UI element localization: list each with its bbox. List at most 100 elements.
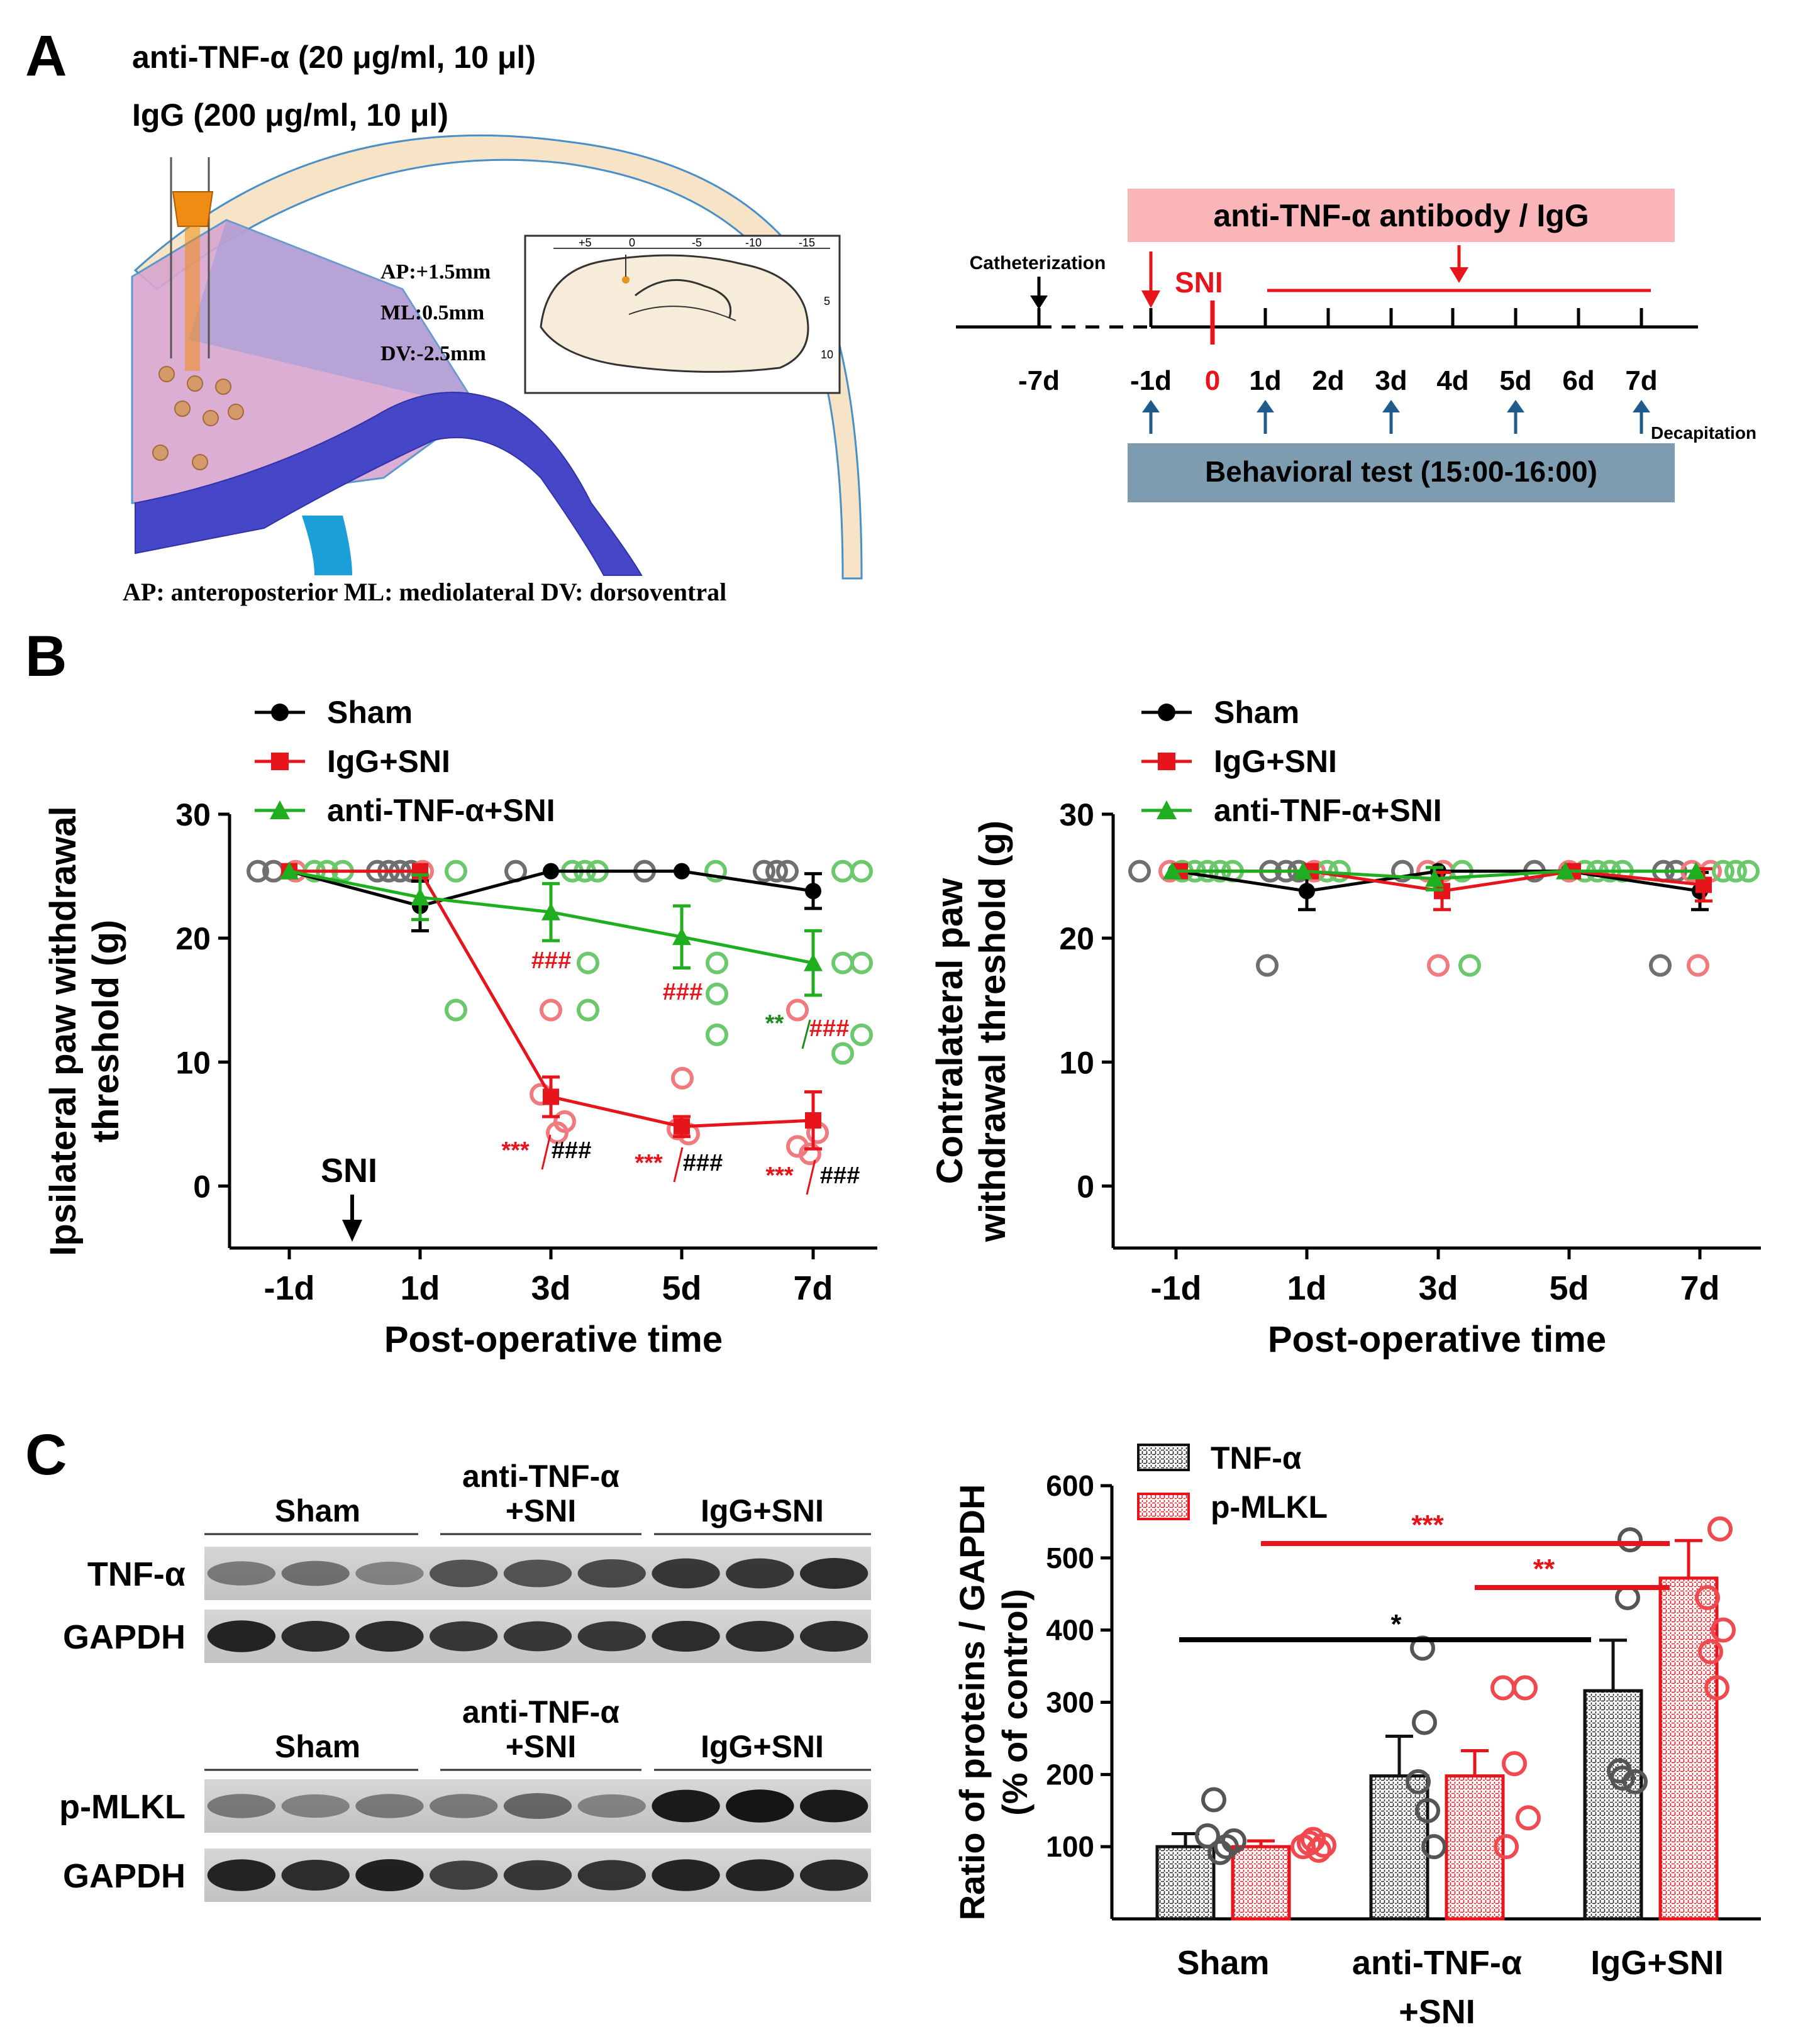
individual-data-point [1391, 859, 1414, 883]
blot-band [281, 1794, 350, 1818]
ap-coordinate: AP:+1.5mm [380, 260, 491, 284]
timeline-day-label: 5d [1499, 365, 1531, 396]
series-marker [805, 883, 821, 900]
blot-band [503, 1559, 572, 1588]
series-marker [805, 1112, 821, 1129]
individual-data-point [553, 1110, 576, 1133]
series-marker [411, 888, 430, 906]
legend-swatch [1137, 1493, 1190, 1520]
y-axis-label: Ratio of proteins / GAPDH [952, 1484, 992, 1921]
y-tick-label: 0 [193, 1169, 211, 1204]
blot-band [430, 1559, 498, 1588]
x-tick-label: IgG+SNI [1590, 1944, 1724, 1982]
blot-band [355, 1620, 424, 1652]
blot-band [577, 1860, 646, 1891]
blot-band [652, 1859, 720, 1891]
brain-diagram [131, 134, 863, 580]
timeline-day-label: 4d [1436, 365, 1468, 396]
individual-data-point [445, 998, 467, 1022]
blot-group-label: +SNI [506, 1493, 577, 1528]
blot-band [652, 1620, 720, 1652]
individual-data-point [704, 859, 727, 883]
blot-band [652, 1789, 720, 1823]
y-tick-label: 500 [1046, 1542, 1094, 1574]
behavior-box-label: Behavioral test (15:00-16:00) [1205, 455, 1597, 488]
significance-label: ### [531, 947, 571, 974]
behavior-box [1128, 443, 1675, 502]
blot-band [430, 1621, 498, 1652]
timeline-day-label: 2d [1312, 365, 1344, 396]
behavior-test-arrowhead [1257, 400, 1274, 412]
x-tick-label: +SNI [1399, 1993, 1475, 2031]
blot-group-label: anti-TNF-α [462, 1694, 619, 1730]
panel-label-c: C [25, 1423, 67, 1487]
chart-contralateral: 30 20 10 0 -1d 1d 3d 5d 7d Post-operative time Con… [930, 797, 1761, 1360]
y-tick-label: 100 [1046, 1830, 1094, 1863]
blot-row-label: GAPDH [63, 1618, 186, 1656]
inset-tick: -15 [799, 236, 815, 249]
panel-label-a: A [25, 24, 67, 88]
legend-left: Sham IgG+SNI anti-TNF-α+SNI [255, 695, 555, 828]
significance-label: *** [765, 1163, 794, 1189]
individual-data-point [1427, 954, 1450, 977]
blot-band [355, 1561, 424, 1586]
significance-label: ** [764, 1010, 784, 1037]
individual-data-point [1201, 1787, 1226, 1813]
y-tick-label: 10 [175, 1045, 211, 1080]
timeline-day-label: -7d [1018, 365, 1060, 396]
significance-divider [673, 1147, 684, 1183]
x-tick-label: 7d [1680, 1269, 1719, 1307]
individual-data-point [706, 1023, 728, 1046]
bar [1369, 1774, 1429, 1921]
y-tick-label: 10 [1059, 1045, 1094, 1080]
blot-row-label: GAPDH [63, 1857, 186, 1895]
significance-label: ### [809, 1015, 849, 1042]
blot-group-label: Sham [275, 1493, 360, 1528]
bar [1231, 1845, 1291, 1921]
blot-band [355, 1794, 424, 1818]
individual-data-point [671, 1066, 694, 1090]
series-marker [804, 953, 823, 971]
series-marker [1299, 883, 1315, 900]
series-marker [543, 863, 559, 880]
individual-data-point [577, 998, 599, 1022]
blot-band [503, 1793, 572, 1820]
individual-data-point [1502, 1751, 1527, 1777]
series-marker [674, 863, 690, 880]
dose-label-anti-tnf: anti-TNF-α (20 μg/ml, 10 μl) [132, 40, 536, 75]
individual-data-point [831, 951, 854, 975]
blot-band [503, 1860, 572, 1891]
blot-row-label: p-MLKL [59, 1788, 186, 1826]
legend-label: anti-TNF-α+SNI [327, 793, 555, 828]
catheterization-label: Catheterization [970, 253, 1106, 273]
panel-label-b: B [25, 624, 67, 688]
individual-data-point [1623, 1769, 1648, 1794]
series-marker [543, 1088, 559, 1105]
individual-data-point [850, 859, 873, 883]
significance-divider [801, 1019, 811, 1049]
series-marker [1556, 861, 1575, 880]
significance-divider [806, 1159, 816, 1195]
inset-tick: 0 [629, 236, 635, 249]
dose-label-igg: IgG (200 μg/ml, 10 μl) [132, 97, 448, 133]
inset-tick: +5 [579, 236, 592, 249]
individual-data-point [706, 982, 728, 1005]
x-tick-label: 3d [531, 1269, 570, 1307]
y-tick-label: 200 [1046, 1758, 1094, 1791]
y-axis-label: withdrawal threshold (g) [972, 820, 1013, 1242]
individual-data-point [1698, 1639, 1723, 1665]
blot-group-label: anti-TNF-α [462, 1459, 619, 1494]
inset-tick: 10 [821, 348, 833, 361]
behavior-test-arrowhead [1142, 400, 1160, 412]
legend-label: anti-TNF-α+SNI [1214, 793, 1442, 828]
significance-label: ** [1533, 1554, 1555, 1584]
legend-marker [1158, 704, 1175, 721]
dv-coordinate: DV:-2.5mm [380, 342, 486, 365]
legend-label: Sham [327, 695, 413, 730]
x-tick-label: 5d [662, 1269, 701, 1307]
y-axis-label: Ipsilateral paw withdrawal [43, 806, 84, 1256]
blot-band [726, 1558, 794, 1589]
significance-divider [541, 1134, 552, 1170]
coordinate-labels: AP:+1.5mm ML:0.5mm DV:-2.5mm [380, 260, 491, 365]
